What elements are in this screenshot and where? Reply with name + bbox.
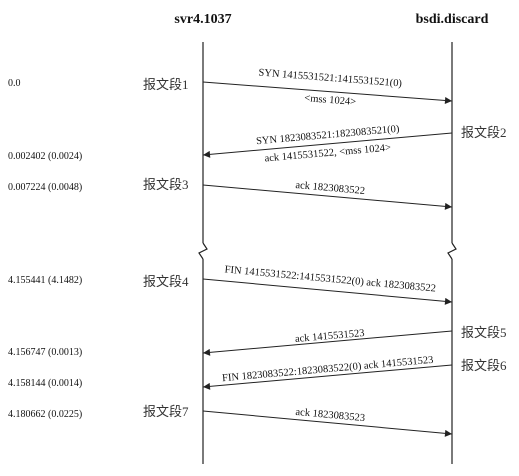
segment-3-arrow: [202, 184, 453, 210]
segment-5-arrow: [202, 330, 453, 356]
segment-6-arrow: [202, 364, 453, 390]
segment-label: 报文段1: [143, 77, 189, 92]
segment-5-message: ack 1415531523: [295, 328, 365, 345]
left-lifeline-break: [198, 242, 208, 260]
time-label: 0.007224 (0.0048): [8, 182, 82, 193]
segment-label: 报文段6: [461, 358, 507, 373]
segment-4-arrow: [202, 278, 453, 305]
time-label: 0.0: [8, 78, 21, 89]
time-label: 4.156747 (0.0013): [8, 347, 82, 358]
segment-label: 报文段7: [143, 404, 189, 419]
time-label: 4.158144 (0.0014): [8, 378, 82, 389]
segment-2-arrow: [202, 132, 453, 158]
segment-label: 报文段4: [143, 274, 189, 289]
segment-1-arrow: [202, 81, 453, 104]
right-lifeline-break: [447, 242, 457, 260]
segment-7-arrow: [202, 410, 453, 437]
segment-1-option: <mss 1024>: [304, 93, 357, 108]
segment-label: 报文段5: [461, 325, 507, 340]
segment-1-message: SYN 1415531521:1415531521(0): [258, 68, 403, 90]
segment-2-ack: ack 1415531522, <mss 1024>: [264, 143, 391, 165]
segment-label: 报文段2: [461, 125, 507, 140]
segment-label: 报文段3: [143, 177, 189, 192]
right-host-label: bsdi.discard: [416, 12, 489, 27]
left-host-label: svr4.1037: [174, 12, 231, 27]
time-label: 4.180662 (0.0225): [8, 409, 82, 420]
time-label: 0.002402 (0.0024): [8, 151, 82, 162]
segment-4-message: FIN 1415531522:1415531522(0) ack 1823083…: [224, 264, 436, 294]
segment-7-message: ack 1823083523: [295, 407, 365, 424]
time-label: 4.155441 (4.1482): [8, 275, 82, 286]
